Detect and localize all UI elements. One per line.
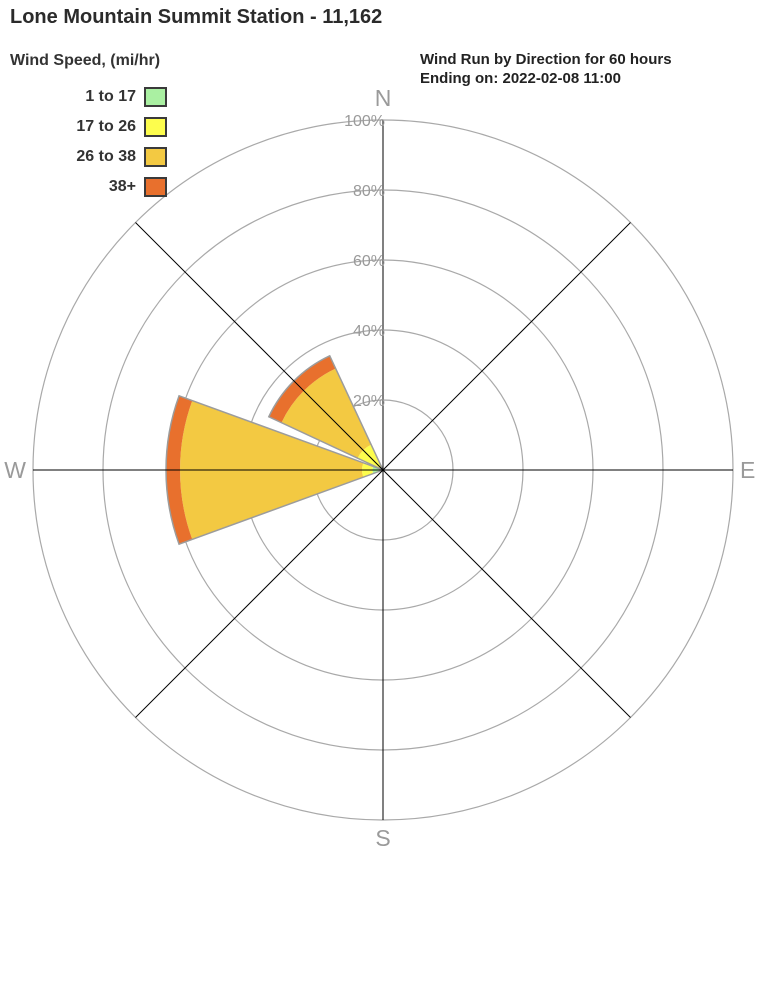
sector-outline-NW [267, 354, 385, 472]
legend-item-3: 38+ [10, 176, 167, 197]
legend-item-label: 26 to 38 [76, 147, 136, 165]
ring-label-80: 80% [353, 183, 385, 200]
legend-title: Wind Speed, (mi/hr) [10, 52, 161, 69]
page-title: Lone Mountain Summit Station - 11,162 [10, 6, 383, 28]
wind-speed-legend: Wind Speed, (mi/hr) 1 to 17 17 to 26 26 to… [10, 52, 167, 206]
legend-color-swatch [144, 116, 167, 137]
legend-item-1: 17 to 26 [10, 116, 167, 137]
legend-item-label: 17 to 26 [76, 117, 136, 135]
compass-label-S: S [375, 825, 390, 851]
sector-outline-W [165, 394, 386, 546]
legend-color-swatch [144, 176, 167, 197]
ring-label-100: 100% [344, 113, 385, 130]
ring-label-60: 60% [353, 253, 385, 270]
spoke-line-135 [135, 222, 631, 718]
ring-label-20: 20% [353, 393, 385, 410]
legend-item-2: 26 to 38 [10, 146, 167, 167]
legend-item-label: 38+ [108, 177, 136, 195]
ring-label-40: 40% [353, 323, 385, 340]
annotation-line2: Ending on: 2022-02-08 11:00 [420, 70, 621, 87]
compass-label-E: E [740, 457, 755, 483]
chart-annotation: Wind Run by Direction for 60 hours Endin… [420, 50, 672, 88]
legend-item-label: 1 to 17 [85, 87, 136, 105]
legend-color-swatch [144, 86, 167, 107]
legend-color-swatch [144, 146, 167, 167]
compass-label-W: W [4, 457, 26, 483]
legend-items: 1 to 17 17 to 26 26 to 38 38+ [10, 86, 167, 197]
compass-label-N: N [375, 85, 392, 111]
annotation-line1: Wind Run by Direction for 60 hours [420, 51, 672, 68]
legend-item-0: 1 to 17 [10, 86, 167, 107]
